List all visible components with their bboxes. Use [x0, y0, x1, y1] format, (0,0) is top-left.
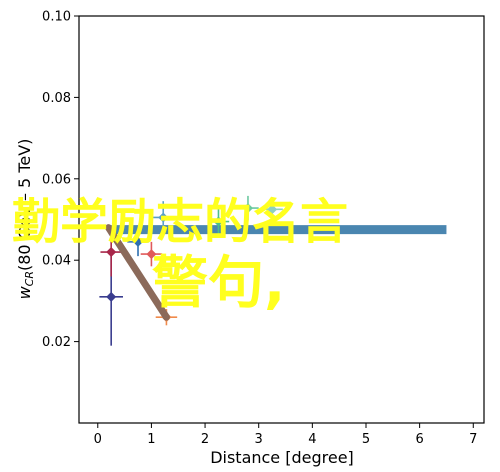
y-axis: 0.02 0.04 0.06 0.08 0.10 — [42, 10, 79, 350]
y-axis-label-symbol: w — [15, 285, 34, 299]
x-tick-label: 6 — [415, 432, 423, 447]
x-axis: 0 1 2 3 4 5 6 7 — [94, 423, 477, 447]
point-marker — [146, 249, 157, 260]
overlay-text-line-2: 警句, — [152, 251, 285, 316]
point-marker — [267, 204, 278, 215]
y-tick-label: 0.04 — [42, 254, 71, 269]
point-marker — [213, 216, 224, 227]
data-point — [152, 201, 174, 234]
y-tick-label: 0.06 — [42, 172, 71, 187]
y-tick-label: 0.02 — [42, 335, 71, 350]
point-marker — [242, 203, 253, 214]
point-marker — [158, 212, 169, 223]
x-tick-label: 3 — [255, 432, 263, 447]
data-point — [140, 241, 163, 267]
y-tick-label: 0.10 — [42, 10, 71, 25]
overlay-text-line-1: 勤学励志的名言 — [12, 194, 348, 250]
point-marker — [133, 236, 144, 247]
y-axis-label-subscript: CR — [23, 271, 36, 286]
x-axis-label: Distance [degree] — [210, 448, 354, 467]
x-tick-label: 4 — [308, 432, 316, 447]
y-tick-label: 0.08 — [42, 91, 71, 106]
data-point — [237, 195, 259, 221]
x-tick-label: 0 — [94, 432, 102, 447]
y-axis-label: wCR(80 GeV – 5 TeV) — [15, 139, 36, 300]
x-tick-label: 5 — [362, 432, 370, 447]
plot-frame — [78, 15, 485, 424]
point-marker — [106, 247, 117, 258]
data-point — [207, 209, 230, 234]
x-tick-label: 1 — [147, 432, 155, 447]
y-axis-label-range: (80 GeV – 5 TeV) — [15, 139, 34, 271]
data-point — [261, 197, 283, 222]
point-marker — [106, 291, 117, 302]
data-marks — [99, 195, 447, 346]
x-tick-label: 2 — [201, 432, 209, 447]
x-tick-label: 7 — [469, 432, 477, 447]
data-point — [127, 227, 149, 257]
diagonal-band — [105, 224, 170, 321]
